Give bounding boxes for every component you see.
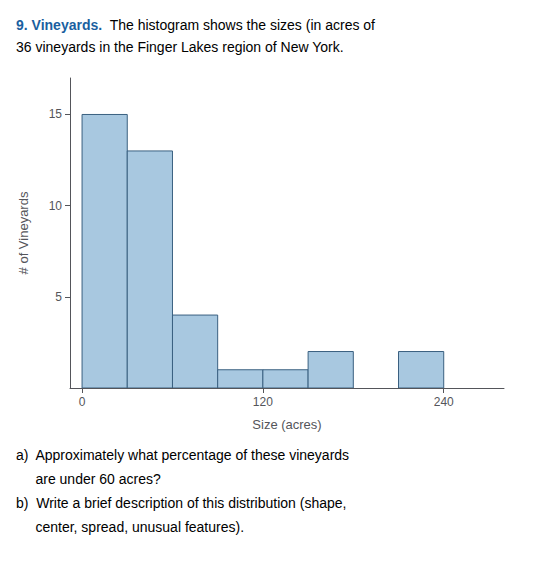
svg-text:240: 240: [434, 395, 454, 409]
svg-text:120: 120: [253, 395, 273, 409]
svg-text:b) Write a brief description: b) Write a brief description of this dis…: [16, 495, 346, 511]
svg-text:10: 10: [49, 199, 63, 213]
svg-text:9. Vineyards.: 9. Vineyards.: [16, 17, 102, 33]
svg-text:center, spread, unusual featur: center, spread, unusual features).: [16, 519, 244, 535]
svg-text:# of Vineyards: # of Vineyards: [16, 191, 31, 274]
svg-text:Size (acres): Size (acres): [252, 417, 321, 432]
svg-text:are under 60 acres?: are under 60 acres?: [16, 471, 161, 487]
svg-text:5: 5: [55, 290, 62, 304]
svg-text:a) Approximately what percent: a) Approximately what percentage of thes…: [16, 447, 349, 463]
svg-text:15: 15: [49, 107, 63, 121]
svg-text:36 vineyards in the Finger Lak: 36 vineyards in the Finger Lakes region …: [16, 39, 344, 55]
svg-text:The histogram shows the sizes: The histogram shows the sizes (in acres …: [102, 17, 375, 33]
svg-text:0: 0: [79, 395, 86, 409]
